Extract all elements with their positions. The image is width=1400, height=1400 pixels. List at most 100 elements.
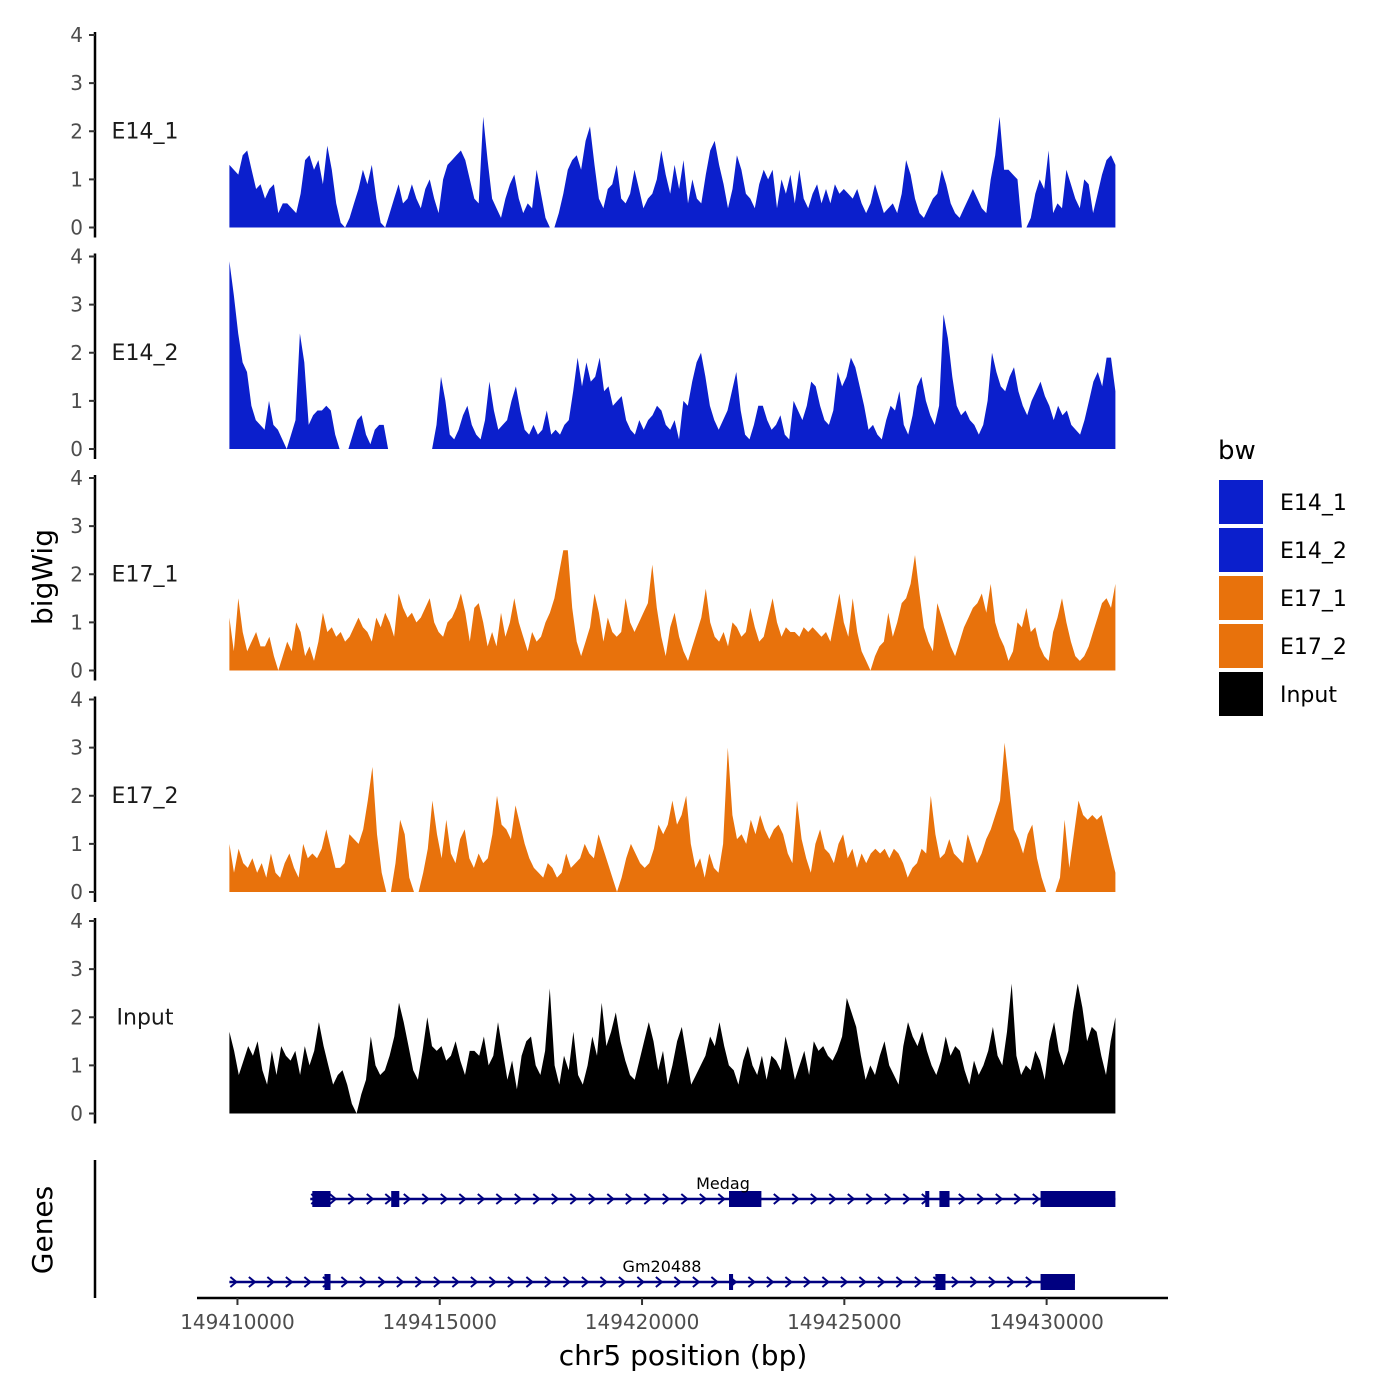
strand-arrow — [551, 1193, 560, 1205]
gene-exon — [935, 1274, 946, 1290]
y-tick-label: 0 — [70, 437, 83, 461]
track-label-E14_2: E14_2 — [112, 341, 179, 366]
strand-arrow — [1025, 1276, 1034, 1288]
strand-arrow — [495, 1193, 504, 1205]
strand-arrow — [488, 1276, 497, 1288]
strand-arrow — [396, 1276, 405, 1288]
strand-arrow — [803, 1276, 812, 1288]
gene-Medag: Medag — [310, 1174, 1116, 1207]
y-tick-label: 2 — [70, 1005, 83, 1029]
strand-arrow — [562, 1276, 571, 1288]
legend-label: E17_1 — [1280, 587, 1347, 612]
strand-arrow — [717, 1193, 726, 1205]
track-E14_1: 0 1 2 3 4 E14_1 — [70, 23, 1116, 240]
track-E17_1: 0 1 2 3 4 E17_1 — [70, 466, 1116, 683]
track-label-E14_1: E14_1 — [112, 119, 179, 144]
strand-arrow — [969, 1276, 978, 1288]
strand-arrow — [433, 1276, 442, 1288]
strand-arrow — [303, 1276, 312, 1288]
legend-swatch — [1219, 576, 1263, 620]
gene-exon — [324, 1274, 331, 1290]
strand-arrow — [958, 1193, 967, 1205]
x-tick-label: 149425000 — [787, 1310, 902, 1334]
legend-title: bw — [1218, 436, 1256, 466]
strand-arrow — [532, 1193, 541, 1205]
strand-arrow — [1006, 1276, 1015, 1288]
strand-arrow — [477, 1193, 486, 1205]
gene-label: Medag — [696, 1174, 750, 1193]
y-tick-label: 4 — [70, 466, 83, 490]
legend-item-E14_2: E14_2 — [1219, 528, 1347, 572]
legend-item-E17_2: E17_2 — [1219, 624, 1347, 668]
coverage-area-E14_2 — [229, 261, 1116, 449]
track-E14_2: 0 1 2 3 4 E14_2 — [70, 245, 1116, 461]
strand-arrow — [266, 1276, 275, 1288]
strand-arrow — [285, 1276, 294, 1288]
track-label-E17_2: E17_2 — [112, 784, 179, 809]
legend: E14_1 E14_2 E17_1 E17_2 Input — [1219, 480, 1347, 716]
x-axis: 149410000 149415000 149420000 149425000 1494… — [180, 1296, 1168, 1334]
strand-arrow — [895, 1276, 904, 1288]
y-tick-label: 4 — [70, 23, 83, 47]
legend-label: E17_2 — [1280, 635, 1347, 660]
strand-arrow — [662, 1193, 671, 1205]
track-Input: 0 1 2 3 4 Input — [70, 909, 1116, 1126]
strand-arrow — [784, 1276, 793, 1288]
strand-arrow — [902, 1193, 911, 1205]
strand-arrow — [470, 1276, 479, 1288]
y-tick-label: 1 — [70, 832, 83, 856]
strand-arrow — [858, 1276, 867, 1288]
strand-arrow — [359, 1276, 368, 1288]
y-tick-label: 2 — [70, 341, 83, 365]
strand-arrow — [636, 1276, 645, 1288]
y-tick-label: 0 — [70, 1102, 83, 1126]
x-tick-label: 149420000 — [585, 1310, 700, 1334]
strand-arrow — [507, 1276, 516, 1288]
gene-track: Medag Gm20488 — [93, 1160, 1116, 1298]
y-tick-label: 4 — [70, 245, 83, 269]
strand-arrow — [1013, 1193, 1022, 1205]
strand-arrow — [440, 1193, 449, 1205]
track-E17_2: 0 1 2 3 4 E17_2 — [70, 688, 1116, 904]
y-tick-label: 1 — [70, 167, 83, 191]
strand-arrow — [747, 1276, 756, 1288]
gene-exon — [729, 1274, 734, 1290]
strand-arrow — [248, 1276, 257, 1288]
strand-arrow — [766, 1276, 775, 1288]
strand-arrow — [588, 1193, 597, 1205]
strand-arrow — [773, 1193, 782, 1205]
strand-arrow — [599, 1276, 608, 1288]
strand-arrow — [791, 1193, 800, 1205]
gene-exon — [1040, 1191, 1116, 1207]
y-tick-label: 1 — [70, 389, 83, 413]
y-tick-label: 1 — [70, 610, 83, 634]
gene-exon — [925, 1191, 930, 1207]
strand-arrow — [914, 1276, 923, 1288]
strand-arrow — [606, 1193, 615, 1205]
coverage-area-Input — [229, 983, 1116, 1114]
legend-swatch — [1219, 672, 1263, 716]
y-tick-label: 0 — [70, 880, 83, 904]
track-label-E17_1: E17_1 — [112, 562, 179, 587]
strand-arrow — [1032, 1193, 1041, 1205]
strand-arrow — [840, 1276, 849, 1288]
y-tick-label: 3 — [70, 293, 83, 317]
y-tick-label: 3 — [70, 514, 83, 538]
gene-label: Gm20488 — [623, 1257, 702, 1276]
strand-arrow — [347, 1193, 356, 1205]
y-tick-label: 2 — [70, 119, 83, 143]
strand-arrow — [414, 1276, 423, 1288]
legend-label: E14_2 — [1280, 539, 1347, 564]
x-axis-title: chr5 position (bp) — [559, 1339, 808, 1372]
y-tick-label: 1 — [70, 1053, 83, 1077]
strand-arrow — [951, 1276, 960, 1288]
strand-arrow — [680, 1193, 689, 1205]
coverage-area-E14_1 — [229, 116, 1116, 228]
legend-item-E17_1: E17_1 — [1219, 576, 1347, 620]
strand-arrow — [340, 1276, 349, 1288]
strand-arrow — [643, 1193, 652, 1205]
gene-exon — [939, 1191, 950, 1207]
strand-arrow — [847, 1193, 856, 1205]
gene-exon — [729, 1191, 762, 1207]
